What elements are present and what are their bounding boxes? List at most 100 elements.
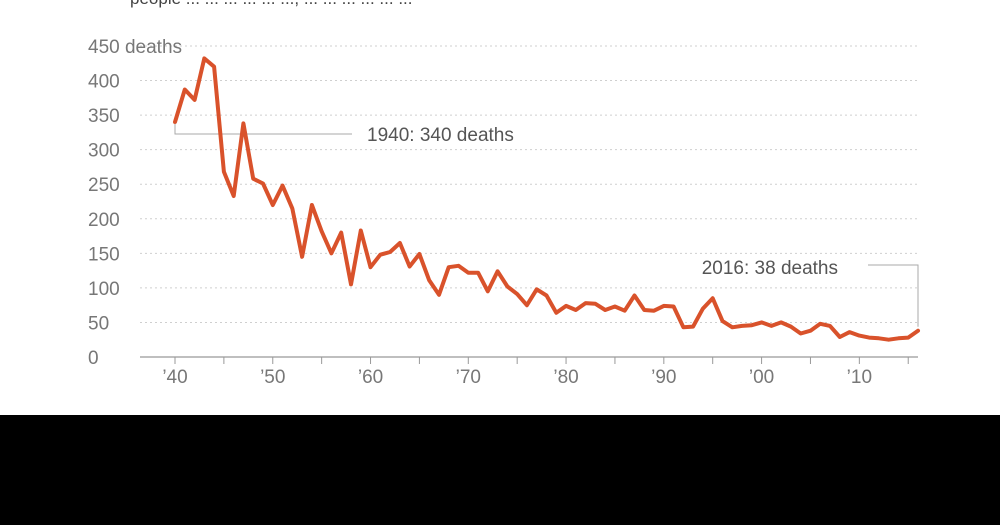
data-point <box>339 231 343 235</box>
x-tick-label: ’60 <box>358 367 383 388</box>
data-point <box>720 319 724 323</box>
data-point <box>261 182 265 186</box>
annotations: 1940: 340 deaths 2016: 38 deaths <box>174 120 919 327</box>
data-point <box>789 325 793 329</box>
x-tick-label: ’10 <box>847 367 872 388</box>
y-tick-label: 50 <box>88 313 109 334</box>
data-point <box>808 329 812 333</box>
data-point <box>232 194 236 198</box>
data-point <box>593 302 597 306</box>
data-point <box>417 252 421 256</box>
chart-subtitle-clipped: people ... ... ... ... ... ..., ... ... … <box>130 0 412 9</box>
data-point <box>496 269 500 273</box>
data-point <box>740 324 744 328</box>
data-point <box>535 287 539 291</box>
data-point <box>486 289 490 293</box>
y-axis-tick-labels: 450 deaths 400 350 300 250 200 150 100 50 0 <box>88 37 182 369</box>
data-point <box>799 332 803 336</box>
data-point <box>193 98 197 102</box>
data-point <box>691 325 695 329</box>
line-chart: 450 deaths 400 350 300 250 200 150 100 50 0 ’40 ’5… <box>88 37 920 388</box>
data-point <box>848 330 852 334</box>
data-point <box>183 88 187 92</box>
data-point <box>505 285 509 289</box>
data-point <box>887 338 891 342</box>
x-axis <box>140 356 918 364</box>
data-point <box>642 308 646 312</box>
data-point <box>369 265 373 269</box>
data-point <box>916 329 920 333</box>
x-axis-tick-labels: ’40 ’50 ’60 ’70 ’80 ’90 ’00 ’10 <box>162 367 872 388</box>
data-point <box>574 308 578 312</box>
y-tick-label: 250 <box>88 175 120 196</box>
series-line-deaths <box>173 56 920 342</box>
bottom-black-band <box>0 415 1000 525</box>
data-point <box>388 250 392 254</box>
data-point <box>672 305 676 309</box>
data-point <box>730 325 734 329</box>
data-point <box>359 229 363 233</box>
data-point <box>867 336 871 340</box>
data-point <box>329 251 333 255</box>
data-point <box>320 229 324 233</box>
data-point <box>398 241 402 245</box>
data-point <box>613 305 617 309</box>
data-point <box>554 311 558 315</box>
data-point <box>838 335 842 339</box>
series-layer <box>173 56 920 342</box>
y-tick-label: 200 <box>88 210 120 231</box>
data-point <box>241 121 245 125</box>
data-point <box>623 309 627 313</box>
data-point <box>632 293 636 297</box>
y-tick-label: 0 <box>88 348 99 369</box>
data-point <box>447 265 451 269</box>
annotation-leader-1940 <box>174 120 352 135</box>
data-point <box>584 301 588 305</box>
data-point <box>857 334 861 338</box>
y-tick-label: 100 <box>88 279 120 300</box>
data-point <box>818 322 822 326</box>
x-tick-label: ’90 <box>651 367 676 388</box>
y-tick-label: 150 <box>88 244 120 265</box>
data-point <box>476 271 480 275</box>
data-point <box>310 203 314 207</box>
data-point <box>701 307 705 311</box>
data-point <box>750 323 754 327</box>
y-tick-label: 350 <box>88 106 120 127</box>
data-point <box>760 320 764 324</box>
y-tick-label: 450 deaths <box>88 37 182 58</box>
data-point <box>525 303 529 307</box>
data-point <box>408 264 412 268</box>
data-point <box>251 177 255 181</box>
data-point <box>711 296 715 300</box>
data-point <box>300 255 304 259</box>
x-tick-label: ’40 <box>162 367 187 388</box>
data-point <box>828 324 832 328</box>
data-point <box>466 271 470 275</box>
data-point <box>906 336 910 340</box>
data-point <box>681 325 685 329</box>
data-point <box>281 184 285 188</box>
data-point <box>662 304 666 308</box>
data-point <box>378 253 382 257</box>
data-point <box>603 308 607 312</box>
annotation-leader-2016 <box>868 264 919 327</box>
data-point <box>877 336 881 340</box>
data-point <box>515 292 519 296</box>
data-point <box>427 278 431 282</box>
gridlines <box>140 45 918 323</box>
data-point <box>271 203 275 207</box>
data-point <box>202 56 206 60</box>
data-point <box>349 282 353 286</box>
data-point <box>564 304 568 308</box>
data-point <box>545 293 549 297</box>
data-point <box>290 206 294 210</box>
data-point <box>779 320 783 324</box>
data-point <box>769 324 773 328</box>
data-point <box>652 309 656 313</box>
x-tick-label: ’50 <box>260 367 285 388</box>
annotation-label-1940: 1940: 340 deaths <box>367 125 514 146</box>
data-point <box>222 170 226 174</box>
x-tick-label: ’70 <box>456 367 481 388</box>
data-point <box>173 120 177 124</box>
